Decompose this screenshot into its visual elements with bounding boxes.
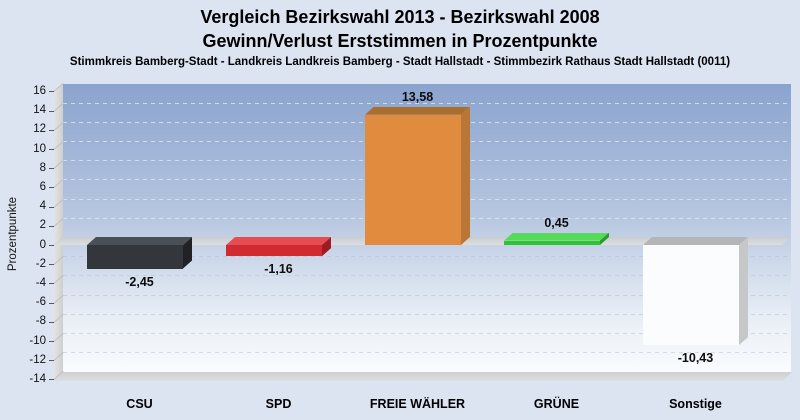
y-tick-16 (49, 91, 54, 93)
bar-freie-w-hler-front-face (365, 114, 461, 245)
bar-spd-side-face (322, 237, 331, 256)
y-tick--10 (49, 341, 54, 342)
y-tick-label-16: 16 (33, 84, 46, 97)
gridline--2 (63, 256, 791, 258)
y-tick--12 (49, 360, 54, 362)
bar-spd-top-face (226, 237, 331, 245)
y-tick-label-8: 8 (39, 161, 46, 174)
bar-gr-ne-top-face (504, 233, 609, 241)
y-tick-label-6: 6 (39, 180, 46, 193)
value-label-gr-ne: 0,45 (544, 215, 569, 230)
y-tick-label--12: -12 (29, 353, 46, 366)
value-label-csu: -2,45 (125, 274, 154, 289)
y-tick--4 (49, 283, 54, 285)
y-tick-label-2: 2 (39, 219, 46, 232)
chart-title-line2: Gewinn/Verlust Erststimmen in Prozentpun… (202, 31, 598, 51)
y-tick--6 (49, 302, 54, 304)
bar-csu-side-face (183, 237, 192, 269)
y-tick-14 (49, 110, 54, 112)
value-label-sonstige: -10,43 (677, 351, 714, 366)
gridline-14 (63, 102, 791, 104)
y-tick-8 (49, 168, 54, 170)
bar-gr-ne-front-face (504, 240, 600, 245)
bar-sonstige-front-face (643, 245, 739, 346)
value-label-spd: -1,16 (264, 262, 293, 277)
y-tick-label-0: 0 (39, 238, 46, 251)
y-tick-label--8: -8 (35, 315, 46, 328)
y-tick-label--4: -4 (35, 276, 46, 289)
gridline--10 (63, 333, 791, 334)
bar-gr-ne-side-face (600, 233, 609, 245)
y-tick-label--2: -2 (35, 257, 46, 270)
y-tick--2 (49, 264, 54, 266)
y-tick-label-12: 12 (33, 123, 46, 136)
x-category-gr-ne: GRÜNE (533, 397, 580, 411)
x-category-spd: SPD (265, 397, 292, 411)
y-tick--14 (49, 379, 54, 381)
y-tick--8 (49, 321, 54, 323)
bar-csu-top-face (87, 237, 192, 245)
x-category-csu: CSU (126, 397, 153, 411)
y-tick-2 (49, 225, 54, 227)
gridline--4 (63, 275, 791, 277)
bar-csu-front-face (87, 245, 183, 269)
gridline--12 (63, 352, 791, 354)
bar-spd-front-face (226, 245, 322, 257)
chart-title-line1: Vergleich Bezirkswahl 2013 - Bezirkswahl… (200, 7, 600, 27)
x-category-freie-w-hler: FREIE WÄHLER (369, 397, 466, 411)
y-tick-12 (49, 129, 54, 131)
y-tick-0 (49, 245, 54, 246)
x-category-sonstige: Sonstige (669, 397, 722, 411)
gridline--6 (63, 294, 791, 296)
y-tick-4 (49, 206, 54, 208)
gridline--8 (63, 313, 791, 315)
bar-freie-w-hler-top-face (365, 107, 470, 115)
bar-sonstige-top-face (643, 237, 748, 245)
value-label-freie-w-hler: 13,58 (401, 89, 434, 104)
y-tick-label--10: -10 (29, 334, 46, 347)
bar-freie-w-hler-side-face (461, 107, 470, 245)
y-tick-label-4: 4 (39, 200, 46, 213)
y-tick-label--14: -14 (29, 372, 46, 385)
chart-subtitle: Stimmkreis Bamberg-Stadt - Landkreis Lan… (69, 56, 731, 68)
plot-floor (54, 372, 792, 381)
y-tick-10 (49, 149, 54, 150)
y-tick-label--6: -6 (35, 296, 46, 309)
plot-left-wall (54, 84, 63, 380)
y-tick-6 (49, 187, 54, 189)
y-tick-label-10: 10 (33, 142, 46, 155)
y-tick-label-14: 14 (33, 104, 46, 117)
bar-sonstige-side-face (739, 237, 748, 345)
